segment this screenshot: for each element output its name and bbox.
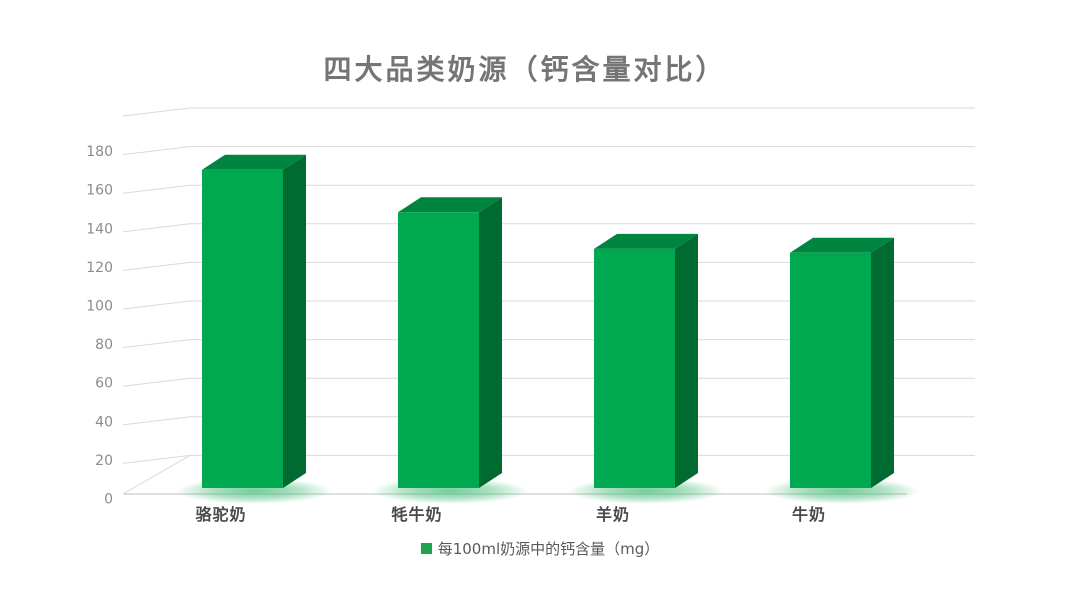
gridline: [122, 377, 975, 387]
gridline: [122, 339, 975, 349]
gridline: [122, 261, 975, 271]
y-tick-label: 180: [86, 144, 113, 160]
category-label: 牛奶: [791, 505, 826, 524]
wall-top-line: [122, 107, 975, 117]
category-label: 羊奶: [595, 505, 630, 524]
bar-top-face: [594, 233, 698, 249]
legend-swatch-icon: [420, 542, 432, 554]
bar-top-face: [790, 237, 894, 253]
gridline: [122, 223, 975, 233]
y-tick-label: 120: [86, 260, 113, 276]
bar: [790, 252, 871, 488]
bar-side-face: [283, 154, 306, 488]
y-tick-label: 20: [95, 453, 113, 469]
bar-side-face: [871, 237, 894, 488]
y-tick-label: 160: [86, 183, 113, 199]
bar-top-face: [398, 197, 502, 213]
category-label: 骆驼奶: [195, 505, 247, 524]
gridline: [122, 416, 975, 426]
y-tick-label: 80: [95, 337, 113, 353]
gridline: [122, 146, 975, 156]
y-tick-label: 140: [86, 221, 113, 237]
bar-side-face: [675, 233, 698, 488]
gridline: [122, 184, 975, 194]
bar-side-face: [479, 197, 502, 488]
bar-top-face: [202, 154, 306, 170]
y-tick-label: 60: [95, 376, 113, 392]
gridline: [122, 300, 975, 310]
bar: [202, 169, 283, 488]
category-label: 牦牛奶: [391, 505, 443, 524]
y-tick-label: 100: [86, 299, 113, 315]
chart-title: 四大品类奶源（钙含量对比）: [323, 53, 727, 86]
legend: 每100ml奶源中的钙含量（mg）: [0, 537, 1080, 559]
floor-depth-line: [122, 454, 191, 495]
y-tick-label: 40: [95, 414, 113, 430]
y-tick-label: 0: [104, 492, 113, 508]
legend-label: 每100ml奶源中的钙含量（mg）: [437, 539, 660, 558]
gridline: [122, 454, 975, 464]
bar: [594, 248, 675, 488]
bar: [398, 212, 479, 488]
